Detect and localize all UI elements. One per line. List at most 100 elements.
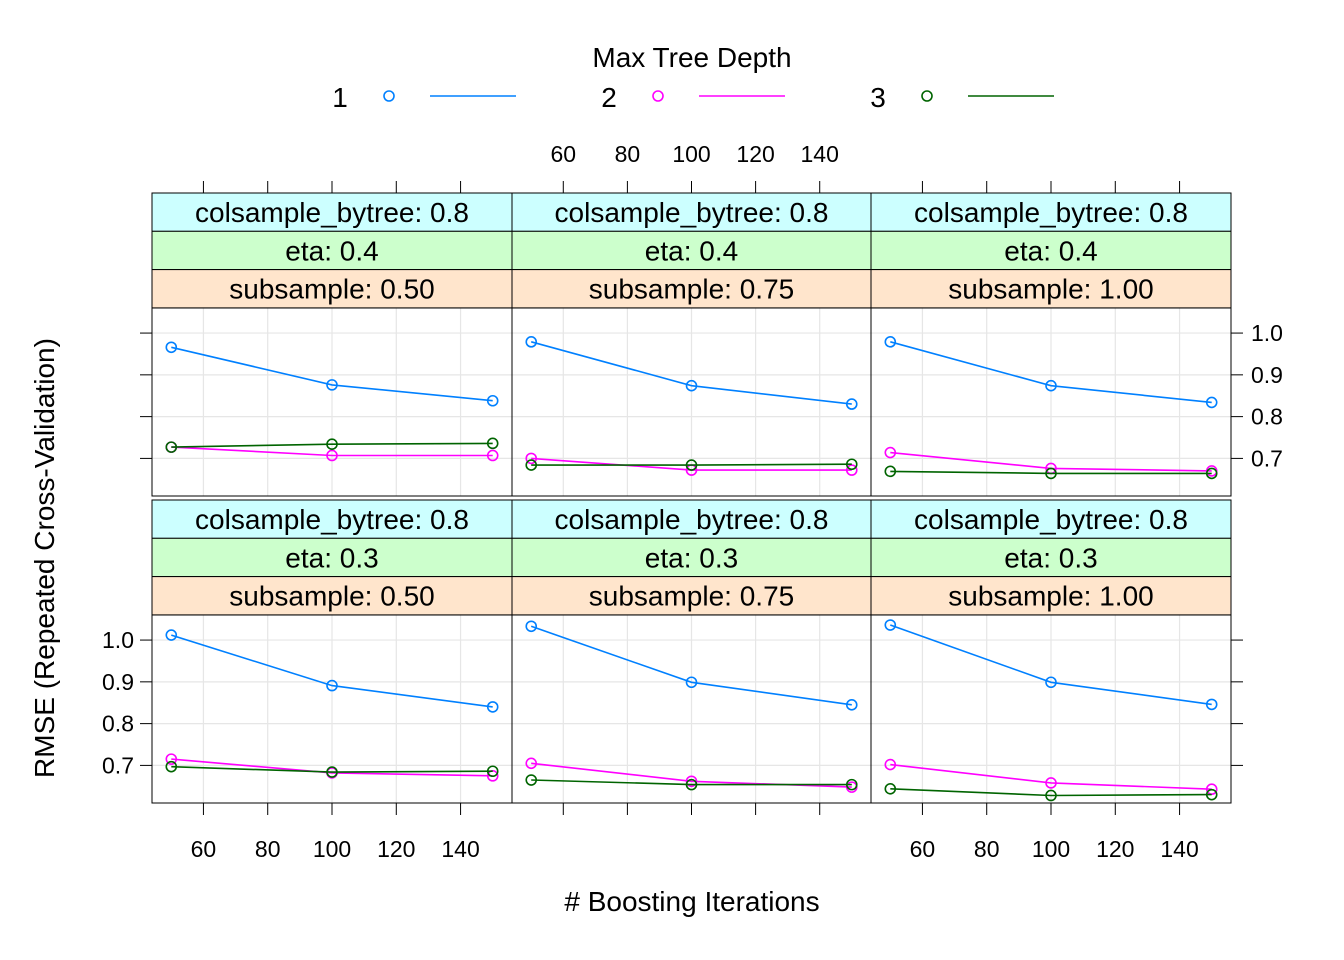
data-point-1	[165, 341, 178, 354]
y-tick-label: 1.0	[102, 627, 134, 653]
data-point-1	[165, 629, 178, 641]
panel-5: colsample_bytree: 0.8 eta: 0.3 subsample: …	[511, 499, 872, 804]
data-point-1	[326, 379, 338, 391]
data-point-3	[165, 441, 178, 453]
data-point-1	[1205, 396, 1218, 409]
data-point-1	[884, 619, 897, 631]
x-tick-label: 60	[550, 141, 576, 167]
data-point-1	[486, 394, 499, 407]
data-point-2	[326, 449, 338, 462]
y-tick-label: 0.9	[102, 669, 134, 695]
y-axis-label: RMSE (Repeated Cross-Validation)	[29, 338, 60, 778]
series-line-3	[171, 442, 493, 448]
strip-label: subsample: 0.50	[229, 581, 434, 612]
data-point-2	[165, 753, 178, 765]
panel-border	[870, 307, 1232, 497]
series-line-1	[890, 624, 1212, 706]
data-point-2	[1205, 783, 1218, 796]
strip-bg	[511, 192, 872, 232]
series-line-2	[171, 758, 493, 777]
data-point-3	[685, 778, 698, 791]
legend-marker-3	[921, 90, 933, 102]
strip-label: eta: 0.3	[645, 542, 738, 573]
series-line-2	[171, 446, 493, 457]
strip-label: subsample: 0.75	[589, 581, 794, 612]
data-point-2	[1045, 777, 1057, 789]
strip-label: colsample_bytree: 0.8	[555, 504, 829, 535]
data-point-3	[326, 766, 338, 778]
y-tick-label: 0.9	[1251, 362, 1283, 388]
data-point-2	[845, 464, 858, 476]
data-point-1	[525, 620, 538, 633]
series-line-2	[890, 763, 1212, 790]
series-line-1	[530, 625, 852, 706]
strip-label: colsample_bytree: 0.8	[555, 197, 829, 228]
y-tick-label: 0.7	[1251, 445, 1283, 471]
strip-label: eta: 0.3	[285, 542, 378, 573]
series-line-3	[890, 788, 1212, 797]
axes: 60 60 60 80 80 80 100 100 100 120 120 120 140 140 140 0…	[102, 141, 1283, 862]
strip-bg	[511, 537, 872, 578]
strip-bg	[511, 230, 872, 271]
data-point-2	[884, 446, 897, 459]
data-point-2	[884, 758, 897, 771]
x-tick-label: 60	[910, 836, 936, 862]
data-point-2	[525, 452, 538, 465]
series-line-3	[890, 470, 1212, 475]
strip-bg	[870, 499, 1232, 539]
legend-title: Max Tree Depth	[592, 42, 791, 73]
panel-3: colsample_bytree: 0.8 eta: 0.4 subsample: …	[870, 192, 1232, 497]
strip-label: colsample_bytree: 0.8	[195, 504, 469, 535]
panel-6: colsample_bytree: 0.8 eta: 0.3 subsample: …	[870, 499, 1232, 804]
data-point-1	[845, 398, 858, 410]
data-point-3	[1045, 467, 1057, 480]
x-tick-label: 80	[615, 141, 641, 167]
data-point-3	[884, 782, 897, 795]
strip-bg	[151, 269, 513, 309]
x-tick-label: 120	[736, 141, 774, 167]
strip-bg	[870, 192, 1232, 232]
strip-bg	[511, 576, 872, 616]
strip-label: eta: 0.3	[1004, 542, 1097, 573]
data-point-1	[326, 679, 338, 692]
x-tick-label: 140	[441, 836, 479, 862]
strip-bg	[151, 230, 513, 271]
data-point-3	[845, 778, 858, 791]
x-tick-label: 80	[255, 836, 281, 862]
legend-label-3: 3	[870, 82, 886, 113]
data-point-3	[326, 438, 338, 450]
series-line-1	[890, 341, 1212, 404]
data-point-1	[845, 699, 858, 711]
y-tick-label: 0.7	[102, 752, 134, 778]
data-point-3	[1205, 788, 1218, 801]
strip-label: subsample: 0.50	[229, 274, 434, 305]
data-point-3	[1205, 467, 1218, 480]
data-point-3	[685, 459, 698, 471]
series-line-1	[171, 346, 493, 402]
x-tick-label: 140	[801, 141, 839, 167]
strip-label: subsample: 1.00	[948, 274, 1153, 305]
strip-bg	[870, 537, 1232, 578]
legend-marker-2	[652, 90, 664, 102]
data-point-2	[685, 775, 698, 788]
data-point-3	[845, 458, 858, 471]
data-point-3	[884, 465, 897, 478]
y-tick-label: 0.8	[102, 711, 134, 737]
data-point-2	[486, 449, 499, 462]
data-point-3	[525, 459, 538, 471]
legend: Max Tree Depth 1 2 3	[332, 42, 1054, 113]
legend-label-2: 2	[601, 82, 617, 113]
strip-bg	[511, 499, 872, 539]
data-point-1	[685, 379, 698, 392]
data-point-1	[1205, 698, 1218, 711]
series-line-1	[171, 634, 493, 708]
data-point-1	[685, 676, 698, 689]
strip-bg	[151, 576, 513, 616]
x-tick-label: 100	[672, 141, 710, 167]
strip-label: eta: 0.4	[285, 235, 378, 266]
strip-label: eta: 0.4	[1004, 235, 1097, 266]
series-line-1	[530, 341, 852, 405]
strip-bg	[511, 269, 872, 309]
x-tick-label: 120	[1096, 836, 1134, 862]
